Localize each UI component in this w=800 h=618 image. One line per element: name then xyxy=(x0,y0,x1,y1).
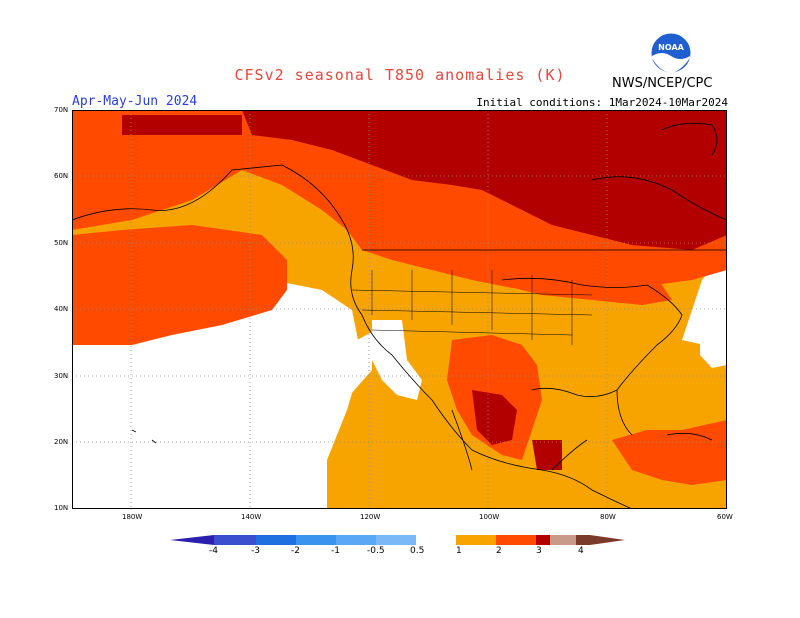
lon-label: 60W xyxy=(717,513,733,521)
anomaly-region-darkred-alaska-n xyxy=(122,115,242,135)
anomaly-region-red-caribbean xyxy=(612,420,727,485)
colorbar-tick: 3 xyxy=(536,546,542,556)
lon-label: 140W xyxy=(241,513,262,521)
lon-grid xyxy=(130,110,608,509)
map-title: CFSv2 seasonal T850 anomalies (K) xyxy=(234,66,566,84)
lat-label: 60N xyxy=(54,172,69,180)
colorbar-arrow-left xyxy=(170,535,214,545)
colorbar-tick: 2 xyxy=(496,546,502,556)
colorbar-tick: 0.5 xyxy=(410,546,425,556)
season-label: Apr-May-Jun 2024 xyxy=(72,94,198,109)
anomaly-region-orange-sw xyxy=(327,390,442,509)
lat-label: 50N xyxy=(54,239,69,247)
lon-label: 100W xyxy=(479,513,500,521)
agency-label: NWS/NCEP/CPC xyxy=(612,76,713,91)
colorbar-segment xyxy=(376,535,416,545)
logo-text: NOAA xyxy=(658,43,684,52)
colorbar-segment xyxy=(550,535,576,545)
lon-label: 120W xyxy=(360,513,381,521)
state-borders xyxy=(351,270,593,345)
colorbar-segment xyxy=(496,535,536,545)
neutral-region-baja xyxy=(372,320,422,400)
anomaly-region-darkred-canada xyxy=(242,110,727,250)
lat-label: 30N xyxy=(54,372,69,380)
colorbar-tick: -2 xyxy=(291,546,300,556)
colorbar-segment xyxy=(416,535,456,545)
colorbar-segment xyxy=(336,535,376,545)
lat-label: 10N xyxy=(54,504,69,512)
anomaly-region-red-pacific xyxy=(72,225,287,345)
colorbar-tick: -1 xyxy=(331,546,340,556)
noaa-logo-icon: NOAA xyxy=(650,32,692,74)
lon-label: 180W xyxy=(122,513,143,521)
colorbar-tick: -4 xyxy=(209,546,218,556)
colorbar-arrow-right xyxy=(576,535,625,545)
lat-label: 20N xyxy=(54,438,69,446)
colorbar xyxy=(170,535,625,545)
map-frame xyxy=(72,110,727,509)
colorbar-tick: -3 xyxy=(251,546,260,556)
anomaly-region-darkred-gulf xyxy=(472,390,517,445)
lat-label: 40N xyxy=(54,305,69,313)
colorbar-segment xyxy=(214,535,256,545)
anomaly-region-darkred-yucatan xyxy=(532,440,562,470)
colorbar-tick: -0.5 xyxy=(367,546,385,556)
anomaly-map xyxy=(72,110,727,509)
lat-label: 70N xyxy=(54,106,69,114)
colorbar-tick: 4 xyxy=(578,546,584,556)
colorbar-segment xyxy=(456,535,496,545)
colorbar-segment xyxy=(256,535,296,545)
lon-label: 80W xyxy=(600,513,616,521)
coastlines xyxy=(72,122,727,509)
colorbar-tick: 1 xyxy=(456,546,462,556)
neutral-region-atlantic xyxy=(700,332,727,368)
initial-conditions: Initial conditions: 1Mar2024-10Mar2024 xyxy=(476,96,728,109)
colorbar-segment xyxy=(296,535,336,545)
